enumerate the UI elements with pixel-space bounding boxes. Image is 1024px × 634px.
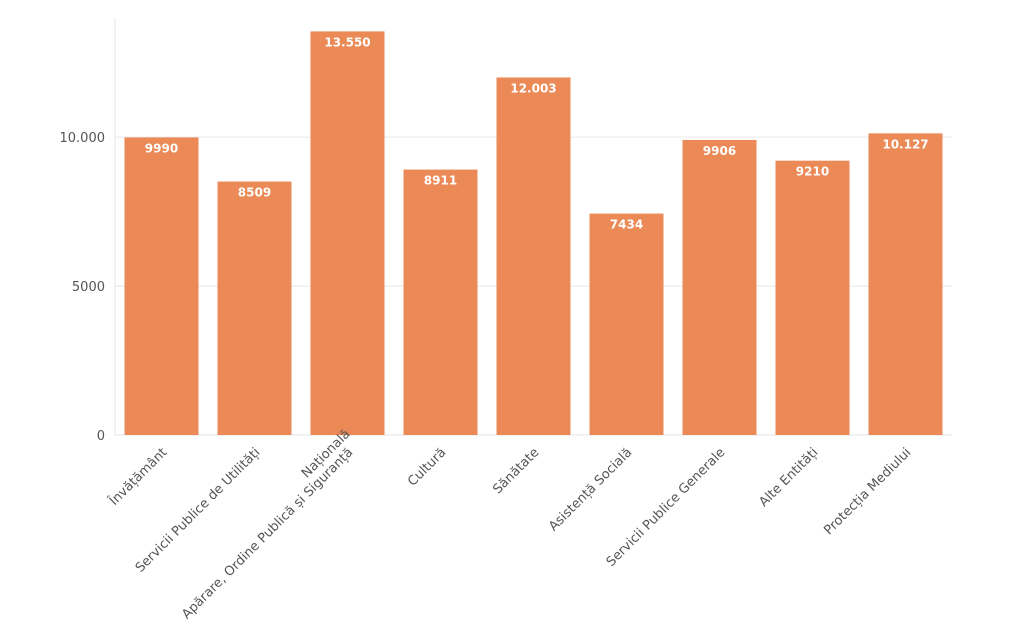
bar — [868, 133, 943, 435]
bar — [682, 139, 757, 435]
value-label: 9906 — [703, 144, 736, 158]
bar — [589, 213, 664, 435]
x-tick-label: Protecția Mediului — [821, 445, 914, 538]
y-tick-label: 10.000 — [60, 131, 106, 146]
bar — [775, 160, 850, 435]
bar — [124, 137, 199, 435]
bar — [310, 31, 385, 436]
y-tick-label: 5000 — [72, 280, 105, 295]
bar — [217, 181, 292, 435]
x-tick-label: Asistență Socială — [546, 445, 635, 534]
value-label: 7434 — [610, 218, 643, 232]
bar — [403, 169, 478, 435]
value-label: 9210 — [796, 165, 829, 179]
x-tick-label: Alte Entități — [757, 445, 822, 510]
value-label: 9990 — [145, 141, 178, 155]
x-tick-label: NaționalăApărare, Ordine Publică și Sigu… — [169, 427, 364, 622]
value-label: 10.127 — [882, 137, 928, 151]
value-label: 13.550 — [324, 35, 370, 49]
bar — [496, 77, 571, 436]
x-tick-label: Învățământ — [105, 445, 170, 510]
value-label: 8509 — [238, 186, 271, 200]
x-tick-label: Sănătate — [490, 445, 542, 497]
value-label: 8911 — [424, 174, 457, 188]
x-tick-label: Cultură — [405, 445, 449, 489]
value-label: 12.003 — [510, 81, 556, 95]
y-tick-label: 0 — [97, 429, 105, 444]
